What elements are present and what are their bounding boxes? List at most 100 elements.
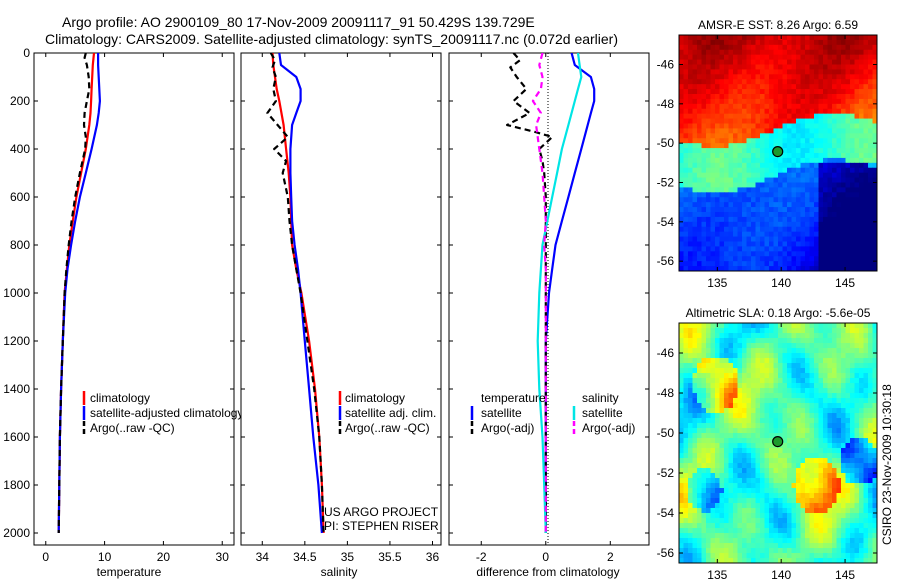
heatmap-cell xyxy=(800,221,806,228)
heatmap-cell xyxy=(868,408,874,414)
heatmap-cell xyxy=(697,518,703,524)
heatmap-cell xyxy=(710,133,716,139)
heatmap-cell xyxy=(769,518,775,524)
heatmap-cell xyxy=(827,468,833,474)
heatmap-cell xyxy=(688,148,694,154)
heatmap-cell xyxy=(688,418,694,424)
heatmap-cell xyxy=(751,393,757,399)
heatmap-cell xyxy=(814,413,820,419)
heatmap-cell xyxy=(773,207,779,213)
heatmap-cell xyxy=(755,49,761,56)
heatmap-cell xyxy=(764,498,770,504)
heatmap-cell xyxy=(737,39,743,46)
heatmap-cell xyxy=(791,54,797,61)
heatmap-cell xyxy=(818,378,824,384)
heatmap-cell xyxy=(782,108,788,115)
heatmap-cell xyxy=(769,403,775,409)
heatmap-cell xyxy=(769,167,775,174)
heatmap-cell xyxy=(778,488,784,494)
heatmap-cell xyxy=(809,528,815,534)
heatmap-cell xyxy=(688,49,694,56)
heatmap-cell xyxy=(733,418,739,424)
heatmap-cell xyxy=(728,518,734,524)
heatmap-cell xyxy=(746,353,752,359)
heatmap-cell xyxy=(701,458,707,464)
heatmap-cell xyxy=(827,172,833,179)
heatmap-cell xyxy=(764,54,770,61)
heatmap-cell xyxy=(710,187,716,193)
heatmap-cell xyxy=(832,333,838,339)
heatmap-cell xyxy=(773,498,779,504)
heatmap-cell xyxy=(782,438,788,444)
heatmap-cell xyxy=(710,64,716,71)
heatmap-cell xyxy=(733,518,739,524)
heatmap-cell xyxy=(760,468,766,474)
heatmap-cell xyxy=(823,413,829,419)
heatmap-cell xyxy=(782,418,788,424)
heatmap-cell xyxy=(859,438,865,444)
heatmap-cell xyxy=(701,231,707,238)
heatmap-cell xyxy=(751,108,757,115)
heatmap-cell xyxy=(724,241,730,248)
heatmap-cell xyxy=(697,182,703,189)
heatmap-cell xyxy=(791,59,797,66)
heatmap-cell xyxy=(701,157,707,164)
heatmap-cell xyxy=(787,353,793,359)
heatmap-cell xyxy=(868,221,874,228)
heatmap-cell xyxy=(818,483,824,489)
heatmap-cell xyxy=(683,358,689,364)
heatmap-cell xyxy=(818,433,824,439)
heatmap-cell xyxy=(800,143,806,149)
heatmap-cell xyxy=(697,251,703,257)
heatmap-cell xyxy=(841,388,847,394)
heatmap-cell xyxy=(832,157,838,164)
heatmap-cell xyxy=(827,123,833,130)
heatmap-cell xyxy=(746,172,752,179)
heatmap-cell xyxy=(724,398,730,404)
heatmap-cell xyxy=(688,333,694,339)
heatmap-cell xyxy=(836,207,842,213)
heatmap-cell xyxy=(751,443,757,449)
heatmap-cell xyxy=(719,207,725,213)
heatmap-cell xyxy=(724,458,730,464)
heatmap-cell xyxy=(755,483,761,489)
heatmap-cell xyxy=(818,113,824,120)
heatmap-cell xyxy=(679,328,685,334)
heatmap-cell xyxy=(724,138,730,144)
heatmap-cell xyxy=(697,408,703,414)
heatmap-cell xyxy=(724,393,730,399)
heatmap-cell xyxy=(782,64,788,71)
heatmap-cell xyxy=(737,453,743,459)
heatmap-cell xyxy=(782,453,788,459)
heatmap-cell xyxy=(800,503,806,509)
heatmap-cell xyxy=(827,418,833,424)
heatmap-cell xyxy=(697,463,703,469)
heatmap-cell xyxy=(832,197,838,203)
heatmap-cell xyxy=(863,408,869,414)
heatmap-cell xyxy=(850,543,856,549)
heatmap-cell xyxy=(827,388,833,394)
heatmap-cell xyxy=(827,433,833,439)
heatmap-cell xyxy=(782,493,788,499)
heatmap-cell xyxy=(701,202,707,208)
heatmap-cell xyxy=(701,246,707,252)
heatmap-cell xyxy=(836,128,842,134)
heatmap-cell xyxy=(863,368,869,374)
heatmap-cell xyxy=(683,108,689,115)
heatmap-cell xyxy=(719,153,725,159)
heatmap-cell xyxy=(805,197,811,203)
heatmap-cell xyxy=(773,197,779,203)
heatmap-cell xyxy=(809,216,815,223)
heatmap-cell xyxy=(814,207,820,213)
heatmap-cell xyxy=(818,338,824,344)
heatmap-cell xyxy=(836,378,842,384)
heatmap-cell xyxy=(782,89,788,95)
heatmap-cell xyxy=(823,438,829,444)
heatmap-cell xyxy=(809,428,815,434)
heatmap-cell xyxy=(769,393,775,399)
heatmap-cell xyxy=(859,74,865,80)
sst-heatmap-cells xyxy=(679,35,877,271)
heatmap-cell xyxy=(751,378,757,384)
heatmap-cell xyxy=(787,54,793,61)
heatmap-cell xyxy=(868,443,874,449)
